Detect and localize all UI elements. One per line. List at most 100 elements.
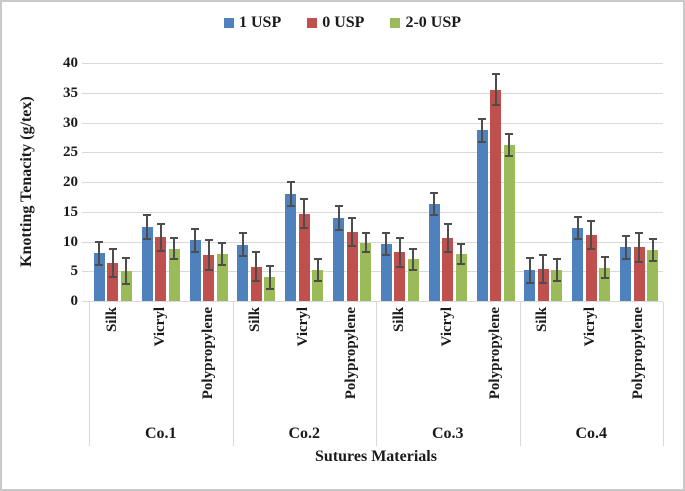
- bar-co2-polypropylene-2-0-usp: [360, 242, 372, 301]
- error-bar-cap: [95, 264, 104, 267]
- bar-co3-polypropylene-1-usp: [476, 130, 488, 301]
- error-bar-cap: [443, 223, 452, 226]
- error-bar-cap: [395, 265, 404, 268]
- error-bar: [111, 248, 114, 278]
- error-bar: [576, 216, 579, 240]
- error-bar: [125, 258, 128, 285]
- bar-co4-polypropylene-0-usp: [633, 247, 645, 301]
- bar-co1-polypropylene-0-usp: [203, 254, 215, 301]
- error-bar: [289, 182, 292, 206]
- bar-co1-vicryl-2-0-usp: [168, 248, 180, 301]
- y-tick-label: 10: [63, 233, 78, 250]
- error-bar: [351, 218, 354, 246]
- error-bar: [412, 248, 415, 270]
- y-tick-label: 0: [70, 293, 79, 309]
- error-bar-cap: [382, 254, 391, 257]
- error-bar-cap: [478, 140, 487, 143]
- bar-co3-vicryl-2-0-usp: [455, 254, 467, 301]
- gridline: [82, 93, 663, 94]
- error-bar-cap: [587, 220, 596, 223]
- error-bar-cap: [600, 277, 609, 280]
- gridline: [82, 301, 663, 302]
- error-bar-cap: [491, 73, 500, 76]
- error-bar-cap: [505, 132, 514, 135]
- error-bar-cap: [587, 247, 596, 250]
- y-tick-label: 35: [63, 84, 78, 101]
- error-bar-cap: [382, 231, 391, 234]
- bar-co1-vicryl-1-usp: [141, 226, 153, 301]
- y-tick-label: 5: [70, 263, 79, 280]
- y-tick-label: 20: [63, 174, 78, 190]
- bar-co3-silk-0-usp: [394, 252, 406, 301]
- y-axis-ticks: 0 5 10 15 20 25 30 35 40: [50, 55, 82, 309]
- error-bar-cap: [457, 263, 466, 266]
- bar-co2-silk-0-usp: [250, 266, 262, 301]
- error-bar: [624, 235, 627, 260]
- group-separator-line: [89, 302, 90, 446]
- bar-co1-vicryl-0-usp: [155, 237, 167, 301]
- bar-co2-vicryl-1-usp: [285, 193, 297, 301]
- error-bar-cap: [505, 155, 514, 158]
- y-tick-label: 30: [63, 114, 78, 131]
- group-label-co1: Co.1: [144, 425, 177, 442]
- error-bar-cap: [552, 280, 561, 283]
- legend-swatch-icon: [307, 18, 318, 28]
- error-bar: [460, 243, 463, 265]
- error-bar: [146, 214, 149, 239]
- bar-co3-silk-1-usp: [380, 243, 392, 301]
- bar-co2-vicryl-0-usp: [298, 213, 310, 301]
- gridline: [82, 123, 663, 124]
- bar-co1-polypropylene-1-usp: [189, 240, 201, 301]
- group-separator-line: [376, 302, 377, 446]
- bar-co2-vicryl-2-0-usp: [312, 270, 324, 301]
- error-bar-cap: [156, 250, 165, 252]
- error-bar-cap: [252, 280, 261, 283]
- error-bar: [364, 233, 367, 253]
- bar-co4-vicryl-2-0-usp: [599, 267, 611, 301]
- legend-label: 1 USP: [238, 14, 282, 31]
- group-separator-line: [520, 302, 521, 446]
- error-bar-cap: [648, 237, 657, 240]
- error-bar-cap: [430, 191, 439, 194]
- error-bar: [603, 257, 606, 279]
- error-bar-cap: [525, 281, 534, 284]
- error-bar: [159, 223, 162, 251]
- bar-co1-polypropylene-2-0-usp: [216, 254, 228, 301]
- error-bar-cap: [191, 250, 200, 253]
- error-bar-cap: [334, 229, 343, 232]
- group-separator-line: [233, 302, 234, 446]
- error-bar-cap: [573, 215, 582, 218]
- error-bar: [255, 251, 258, 282]
- error-bar-cap: [170, 258, 179, 261]
- category-label-vicryl: Vicryl: [151, 307, 168, 347]
- error-bar-cap: [348, 244, 357, 247]
- error-bar-cap: [95, 240, 104, 243]
- error-bar-cap: [478, 117, 487, 120]
- bar-co1-silk-0-usp: [107, 262, 119, 301]
- bar-co2-polypropylene-0-usp: [346, 232, 358, 301]
- error-bar-cap: [191, 228, 200, 230]
- error-bar-cap: [265, 287, 274, 290]
- bar-co1-silk-1-usp: [93, 253, 105, 301]
- bar-co1-silk-2-0-usp: [120, 271, 132, 301]
- gridline: [82, 271, 663, 272]
- error-bar-cap: [348, 217, 357, 220]
- error-bar-cap: [265, 264, 274, 267]
- bar-co3-vicryl-1-usp: [428, 204, 440, 301]
- gridline: [82, 63, 663, 64]
- error-bar: [207, 239, 210, 270]
- error-bar: [528, 257, 531, 283]
- error-bar: [651, 238, 654, 262]
- error-bar: [508, 133, 511, 157]
- error-bar: [173, 237, 176, 260]
- x-axis-title: Sutures Materials: [315, 448, 437, 465]
- group-label-co4: Co.4: [575, 425, 608, 442]
- error-bar-cap: [600, 256, 609, 258]
- error-bar-cap: [204, 268, 213, 271]
- error-bar-cap: [122, 283, 131, 286]
- category-label-polypropylene: Polypropylene: [486, 307, 503, 400]
- error-bar-cap: [170, 236, 179, 239]
- bar-co3-polypropylene-2-0-usp: [503, 145, 515, 301]
- error-bar-cap: [361, 251, 370, 254]
